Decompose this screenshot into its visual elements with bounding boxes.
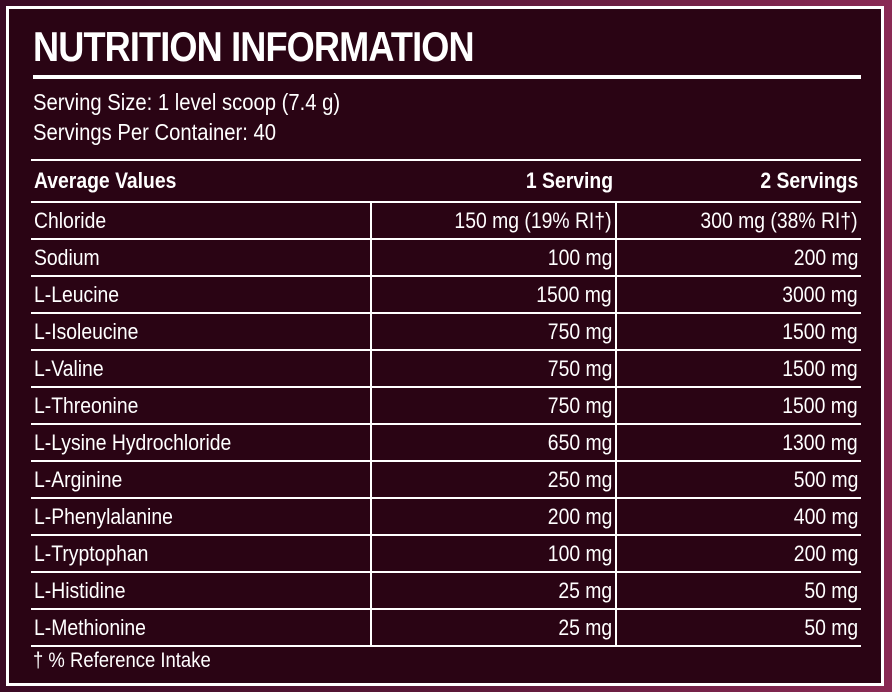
nutrient-name: L-Tryptophan: [31, 534, 371, 572]
value-2-servings: 1500 mg: [615, 349, 861, 387]
value-2-servings: 1500 mg: [615, 312, 861, 350]
servings-per-container: Servings Per Container: 40: [33, 119, 277, 145]
value-1-serving: 650 mg: [370, 423, 616, 461]
serving-size: Serving Size: 1 level scoop (7.4 g): [33, 89, 341, 115]
table-row: L-Leucine 1500 mg 3000 mg: [31, 275, 861, 313]
value-2-servings: 400 mg: [615, 497, 861, 535]
value-2-servings: 200 mg: [615, 534, 861, 572]
nutrient-name: L-Lysine Hydrochloride: [31, 423, 371, 461]
table-row: L-Methionine 25 mg 50 mg: [31, 608, 861, 647]
value-1-serving: 750 mg: [370, 349, 616, 387]
header-1-serving: 1 Serving: [371, 159, 616, 202]
header-2-servings: 2 Servings: [616, 159, 861, 202]
value-2-servings: 300 mg (38% RI†): [615, 201, 861, 239]
table-row: Chloride 150 mg (19% RI†) 300 mg (38% RI†): [31, 201, 861, 239]
nutrition-panel: NUTRITION INFORMATION Serving Size: 1 le…: [6, 6, 884, 686]
value-2-servings: 3000 mg: [615, 275, 861, 313]
value-1-serving: 150 mg (19% RI†): [370, 201, 616, 239]
value-1-serving: 750 mg: [370, 312, 616, 350]
nutrient-name: L-Phenylalanine: [31, 497, 371, 535]
nutrient-name: L-Leucine: [31, 275, 371, 313]
value-2-servings: 50 mg: [615, 571, 861, 609]
title-divider: [33, 75, 861, 79]
value-1-serving: 25 mg: [370, 571, 616, 609]
value-2-servings: 1300 mg: [615, 423, 861, 461]
value-2-servings: 200 mg: [615, 238, 861, 276]
table-row: Sodium 100 mg 200 mg: [31, 238, 861, 276]
table-row: L-Threonine 750 mg 1500 mg: [31, 386, 861, 424]
value-1-serving: 250 mg: [370, 460, 616, 498]
nutrient-name: L-Isoleucine: [31, 312, 371, 350]
nutrient-name: Sodium: [31, 238, 371, 276]
value-2-servings: 500 mg: [615, 460, 861, 498]
value-1-serving: 100 mg: [370, 238, 616, 276]
value-1-serving: 1500 mg: [370, 275, 616, 313]
value-1-serving: 750 mg: [370, 386, 616, 424]
nutrient-name: L-Arginine: [31, 460, 371, 498]
nutrition-table: Average Values 1 Serving 2 Servings Chlo…: [31, 159, 861, 647]
nutrient-name: L-Histidine: [31, 571, 371, 609]
table-row: L-Histidine 25 mg 50 mg: [31, 571, 861, 609]
value-1-serving: 25 mg: [370, 608, 616, 647]
header-average-values: Average Values: [31, 159, 371, 202]
footnote: † % Reference Intake: [33, 649, 211, 672]
nutrient-name: L-Threonine: [31, 386, 371, 424]
table-row: L-Tryptophan 100 mg 200 mg: [31, 534, 861, 572]
table-row: L-Phenylalanine 200 mg 400 mg: [31, 497, 861, 535]
panel-title: NUTRITION INFORMATION: [33, 23, 475, 70]
value-1-serving: 200 mg: [370, 497, 616, 535]
value-2-servings: 1500 mg: [615, 386, 861, 424]
table-row: L-Lysine Hydrochloride 650 mg 1300 mg: [31, 423, 861, 461]
nutrient-name: L-Methionine: [31, 608, 371, 647]
table-header: Average Values 1 Serving 2 Servings: [31, 159, 861, 202]
table-row: L-Isoleucine 750 mg 1500 mg: [31, 312, 861, 350]
value-1-serving: 100 mg: [370, 534, 616, 572]
table-row: L-Valine 750 mg 1500 mg: [31, 349, 861, 387]
nutrient-name: L-Valine: [31, 349, 371, 387]
value-2-servings: 50 mg: [615, 608, 861, 647]
table-row: L-Arginine 250 mg 500 mg: [31, 460, 861, 498]
nutrient-name: Chloride: [31, 201, 371, 239]
